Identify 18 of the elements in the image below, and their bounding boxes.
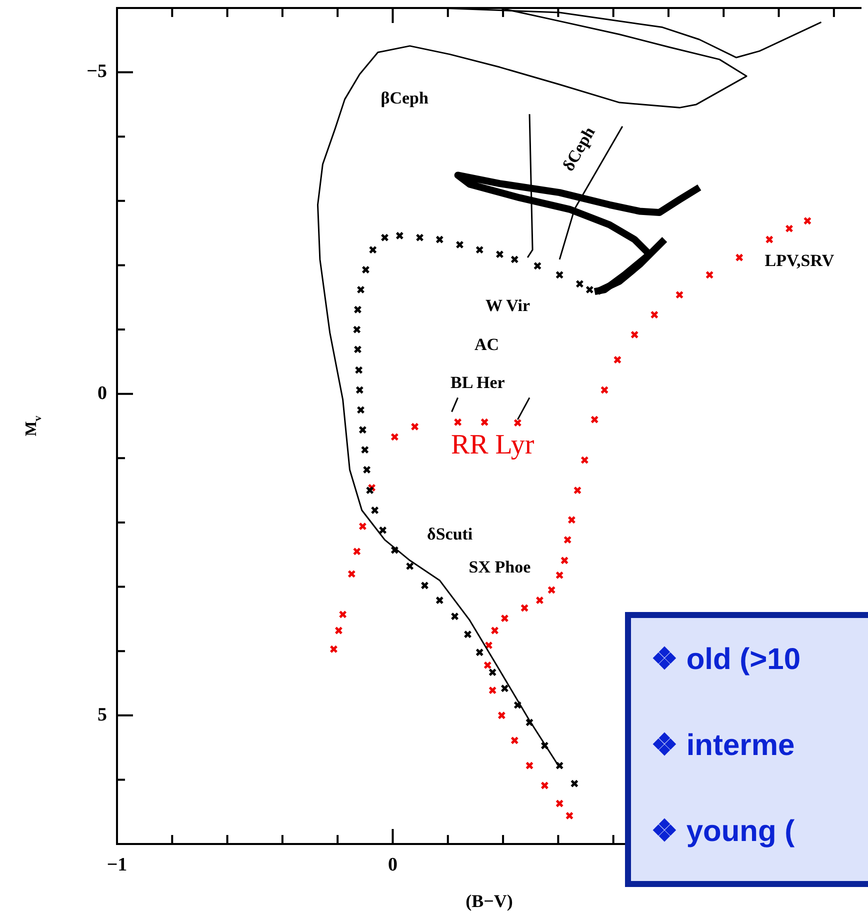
y-tick-label: 0 — [98, 382, 107, 404]
y-tick-label: 5 — [98, 704, 107, 726]
x-axis-title: (B−V) — [466, 890, 513, 911]
annotation: SX Phoe — [468, 558, 532, 577]
annotation: δScuti — [426, 524, 473, 544]
annotation: LPV,SRV — [764, 250, 835, 270]
y-axis-title: Mv — [23, 415, 44, 436]
y-tick-label: −5 — [86, 61, 107, 82]
callout-box: ❖ old (>10 ❖ interme ❖ young ( — [625, 612, 868, 887]
annotation: W Vir — [485, 296, 530, 315]
annotation: ❖ interme — [651, 728, 796, 764]
series-label: RR Lyr — [450, 430, 535, 460]
annotation: ❖ young ( — [651, 814, 796, 850]
annotation: ❖ old (>10 — [651, 642, 802, 678]
annotation: βCeph — [380, 88, 429, 108]
x-tick-label: −1 — [106, 854, 128, 876]
annotation: BL Her — [450, 372, 506, 392]
annotation: AC — [474, 335, 500, 354]
